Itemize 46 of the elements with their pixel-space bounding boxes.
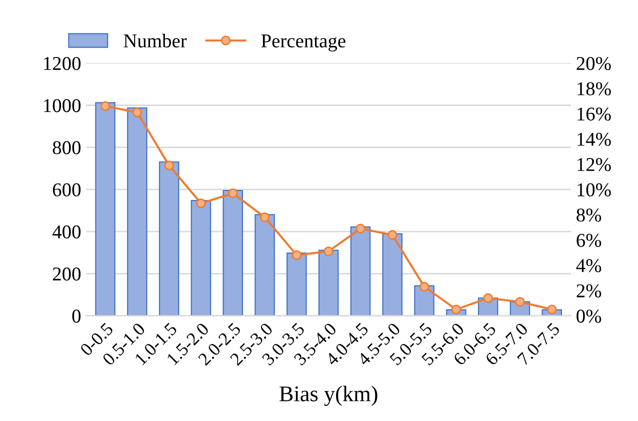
y2-tick-label: 4% (576, 259, 602, 272)
bar (318, 250, 339, 316)
legend-label: Number (124, 34, 187, 48)
y-tick-label: 0 (72, 310, 81, 323)
y2-tick-label: 14% (578, 132, 611, 146)
y-tick-label: 200 (52, 267, 81, 281)
point (515, 296, 525, 307)
point (356, 224, 366, 234)
point (196, 198, 206, 208)
point (451, 304, 462, 314)
y-tick-label: 1000 (44, 99, 81, 112)
bar (158, 161, 180, 316)
point (260, 212, 270, 222)
bar (127, 107, 148, 316)
bar (190, 200, 212, 316)
y2-tick-label: 8% (576, 208, 602, 222)
y2-tick-label: 16% (578, 107, 611, 121)
point (547, 304, 557, 314)
bar (286, 252, 307, 316)
y-tick-label: 1200 (44, 56, 81, 70)
point (388, 230, 398, 240)
point (419, 282, 430, 292)
x-axis-title: Bias y(km) (280, 386, 378, 406)
point (132, 108, 142, 118)
bar (382, 233, 402, 316)
bar (222, 190, 243, 316)
point (324, 246, 334, 256)
point (483, 293, 493, 303)
point (292, 250, 302, 260)
legend-label: Percentage (261, 34, 346, 52)
y2-tick-label: 20% (576, 56, 611, 70)
y2-tick-label: 18% (578, 82, 611, 96)
bar (350, 226, 371, 316)
point (228, 188, 238, 198)
y2-tick-label: 2% (576, 284, 602, 298)
y2-tick-label: 6% (576, 234, 602, 247)
point (100, 101, 110, 111)
y2-tick-label: 10% (578, 183, 611, 196)
y-tick-label: 800 (52, 141, 81, 154)
point (164, 160, 174, 170)
bar (95, 102, 116, 316)
y-tick-label: 600 (52, 183, 81, 196)
bar (254, 214, 275, 316)
y-tick-label: 400 (52, 225, 81, 238)
y2-tick-label: 12% (578, 158, 611, 172)
y2-tick-label: 0% (576, 310, 602, 323)
